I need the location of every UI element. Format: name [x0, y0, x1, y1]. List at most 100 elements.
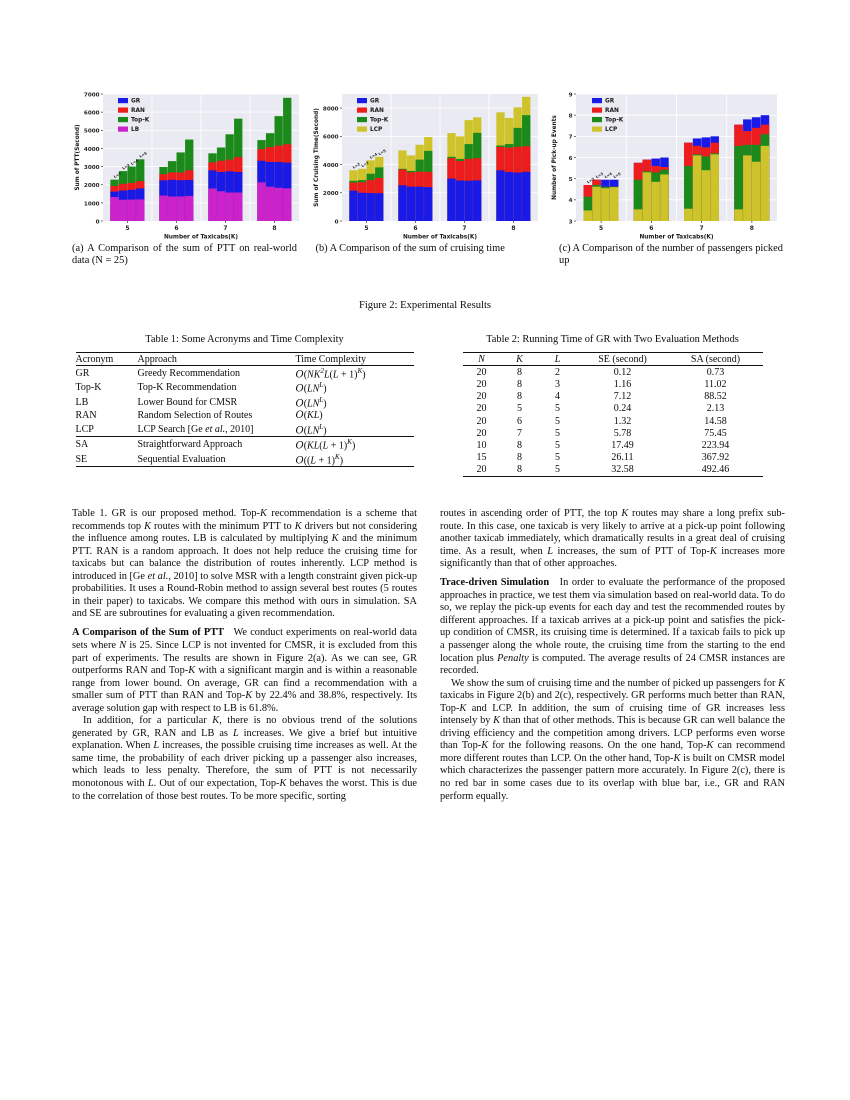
svg-text:LCP: LCP	[370, 127, 383, 133]
svg-text:2000: 2000	[323, 191, 339, 197]
table-cell: 367.92	[701, 452, 730, 464]
table-cell: 15	[476, 452, 487, 464]
table-cell: 75.45	[704, 427, 727, 439]
table-cell: 88.52	[704, 391, 727, 403]
table-cell-acronym: Top-K	[75, 382, 102, 394]
paragraph: We show the sum of cruising time and the…	[440, 677, 785, 802]
table-2-header: K	[500, 352, 539, 366]
svg-text:RAN: RAN	[370, 108, 384, 114]
table-1-block: Table 1: Some Acronyms and Time Complexi…	[72, 334, 417, 468]
svg-text:8: 8	[569, 114, 573, 120]
svg-text:2000: 2000	[84, 183, 100, 189]
table-cell: 5	[555, 452, 560, 464]
svg-text:Sum of PTT(Second): Sum of PTT(Second)	[75, 124, 81, 191]
table-cell-complexity: O(LNL)	[295, 422, 327, 436]
table-cell: 5	[555, 403, 560, 415]
table-cell: 0.73	[706, 366, 725, 378]
table-cell: 20	[476, 464, 487, 476]
svg-text:Number of Taxicabs(K): Number of Taxicabs(K)	[639, 235, 713, 241]
table-cell: 7	[517, 427, 522, 439]
table-row: Top-K Top-K Recommendation O(LNL)	[76, 381, 414, 396]
table-cell: 20	[476, 366, 487, 378]
chart-c: 3 4 5 6 7 8 9 5 6 7 8 Number of Taxicabs(K) Number o…	[552, 92, 777, 241]
svg-text:L=4: L=4	[130, 158, 139, 166]
svg-text:9: 9	[569, 92, 573, 98]
figure-row: 0 1000 2000 3000 4000 5000 6000 7000 5 6 7 8 Number …	[72, 88, 782, 240]
table-1-header-acronym: Acronym	[75, 352, 138, 366]
table-cell-acronym: SE	[75, 453, 88, 465]
table-cell: 3	[555, 378, 560, 390]
svg-text:3000: 3000	[84, 165, 100, 171]
svg-text:Sum of Cruising Time(Second): Sum of Cruising Time(Second)	[314, 108, 320, 207]
svg-text:5: 5	[125, 225, 129, 232]
svg-text:RAN: RAN	[131, 108, 145, 114]
table-cell-approach: Straightforward Approach	[137, 436, 296, 452]
table-2-header: SE (second)	[576, 352, 669, 366]
table-1: Acronym Approach Time Complexity GR Greedy R…	[75, 352, 414, 468]
table-cell-complexity: O(LNL)	[295, 395, 327, 410]
table-cell-acronym: LB	[75, 396, 89, 408]
svg-text:L=5: L=5	[378, 149, 387, 157]
table-cell: 20	[476, 378, 487, 390]
svg-text:Number of Taxicabs(K): Number of Taxicabs(K)	[164, 235, 238, 241]
table-cell: 492.46	[701, 464, 730, 476]
svg-text:4000: 4000	[84, 147, 100, 153]
table-cell-acronym: RAN	[75, 410, 97, 422]
svg-text:8: 8	[750, 225, 754, 232]
body-column-right: routes in ascending order of PTT, the to…	[440, 508, 785, 803]
table-cell: 8	[517, 366, 522, 378]
table-cell: 2	[555, 366, 560, 378]
svg-text:4: 4	[569, 198, 573, 204]
table-2-header: SA (second)	[668, 352, 763, 366]
table-cell: 26.11	[611, 452, 634, 464]
svg-text:3: 3	[569, 219, 573, 225]
svg-text:5: 5	[599, 225, 603, 232]
table-row: GR Greedy Recommendation O(NK2L(L + 1)K)	[76, 366, 414, 381]
svg-text:L=3: L=3	[595, 171, 604, 179]
svg-text:GR: GR	[131, 99, 141, 105]
table-row: 10 8 5 17.49 223.94	[463, 439, 763, 451]
table-row: 20 8 4 7.12 88.52	[463, 391, 763, 403]
svg-text:L=4: L=4	[369, 152, 378, 160]
table-row: 20 6 5 1.32 14.58	[463, 415, 763, 427]
subcaption-c: (c) A Comparison of the number of passen…	[559, 243, 783, 266]
svg-text:L=5: L=5	[613, 171, 622, 179]
table-cell: 8	[517, 378, 522, 390]
table-row: 20 5 5 0.24 2.13	[463, 403, 763, 415]
table-cell-acronym: LCP	[75, 423, 94, 435]
table-cell: 4	[555, 391, 560, 403]
table-cell-approach: Random Selection of Routes	[137, 410, 253, 422]
svg-text:1000: 1000	[84, 201, 100, 207]
svg-text:7000: 7000	[84, 92, 100, 98]
table-cell: 10	[476, 439, 487, 451]
table-cell: 6	[517, 415, 522, 427]
paragraph: In addition, for a particular K, there i…	[72, 715, 417, 802]
table-cell-complexity: O(KL(L + 1)K)	[295, 436, 414, 452]
table-cell-complexity: O(NK2L(L + 1)K)	[295, 366, 366, 381]
table-cell: 14.58	[704, 415, 727, 427]
table-cell-complexity: O((L + 1)K)	[295, 452, 344, 466]
svg-text:5000: 5000	[84, 129, 100, 135]
table-row: SA Straightforward Approach O(KL(L + 1)K)	[75, 436, 414, 452]
svg-text:0: 0	[335, 219, 339, 225]
svg-text:Top-K: Top-K	[131, 118, 150, 124]
table-cell-acronym: SA	[75, 436, 138, 452]
svg-text:8000: 8000	[323, 107, 339, 113]
svg-text:Number of Pick-up Events: Number of Pick-up Events	[552, 115, 558, 200]
chart-c-container: 3 4 5 6 7 8 9 5 6 7 8 Number of Taxicabs(K) Number o…	[550, 88, 782, 240]
figure-subcaptions: (a) A Comparison of the sum of PTT on re…	[72, 243, 784, 266]
table-row: 20 8 5 32.58 492.46	[463, 464, 763, 477]
svg-text:6: 6	[413, 225, 417, 232]
table-cell: 5.78	[613, 427, 632, 439]
table-1-header-complexity: Time Complexity	[295, 352, 414, 366]
chart-b-container: 0 2000 4000 6000 8000 5 6 7 8 Number of Taxicabs(…	[311, 88, 543, 240]
table-cell: 1.16	[613, 378, 632, 390]
svg-text:LB: LB	[131, 127, 140, 133]
subcaption-a: (a) A Comparison of the sum of PTT on re…	[72, 243, 297, 266]
chart-a: 0 1000 2000 3000 4000 5000 6000 7000 5 6 7 8 Number …	[75, 92, 299, 241]
svg-text:GR: GR	[605, 99, 615, 105]
table-cell-complexity: O(KL)	[295, 410, 323, 422]
svg-text:RAN: RAN	[605, 108, 619, 114]
subcaption-b: (b) A Comparison of the sum of cruising …	[315, 243, 505, 254]
table-cell-approach: Lower Bound for CMSR	[137, 396, 238, 408]
